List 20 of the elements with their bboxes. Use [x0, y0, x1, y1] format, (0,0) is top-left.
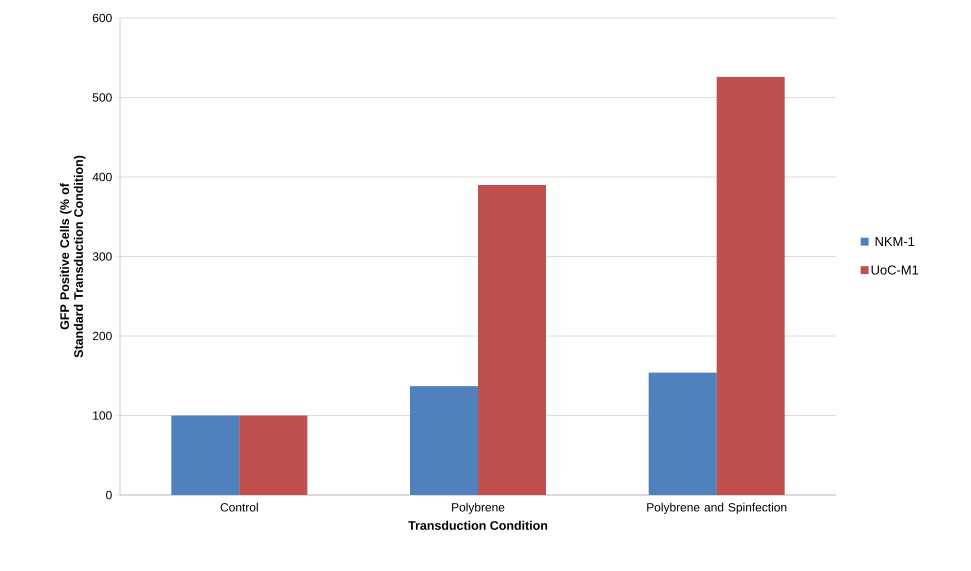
bar: [716, 76, 785, 495]
y-axis-title: GFP Positive Cells (% of Standard Transduction Condition): [60, 156, 86, 358]
x-axis-title: Transduction Condition: [408, 520, 548, 530]
y-tick-label: 500: [92, 93, 112, 102]
x-tick-label: Polybrene and Spinfection: [647, 502, 786, 514]
x-tick-label: Polybrene: [452, 502, 504, 514]
bar: [239, 416, 308, 495]
x-tick-label: Control: [220, 502, 258, 512]
y-tick-label: 300: [92, 252, 112, 261]
y-tick-label: 100: [93, 411, 112, 420]
y-tick-label: 200: [92, 332, 112, 340]
legend-label: UoC-M1: [872, 265, 918, 275]
y-tick-label: 600: [92, 14, 112, 22]
bar: [648, 372, 717, 495]
bar: [478, 184, 546, 495]
legend-label: NKM-1: [876, 237, 914, 246]
bar: [171, 416, 240, 495]
bar: [410, 386, 478, 495]
y-tick-label: 400: [92, 172, 112, 182]
y-tick-label: 0: [106, 490, 112, 500]
